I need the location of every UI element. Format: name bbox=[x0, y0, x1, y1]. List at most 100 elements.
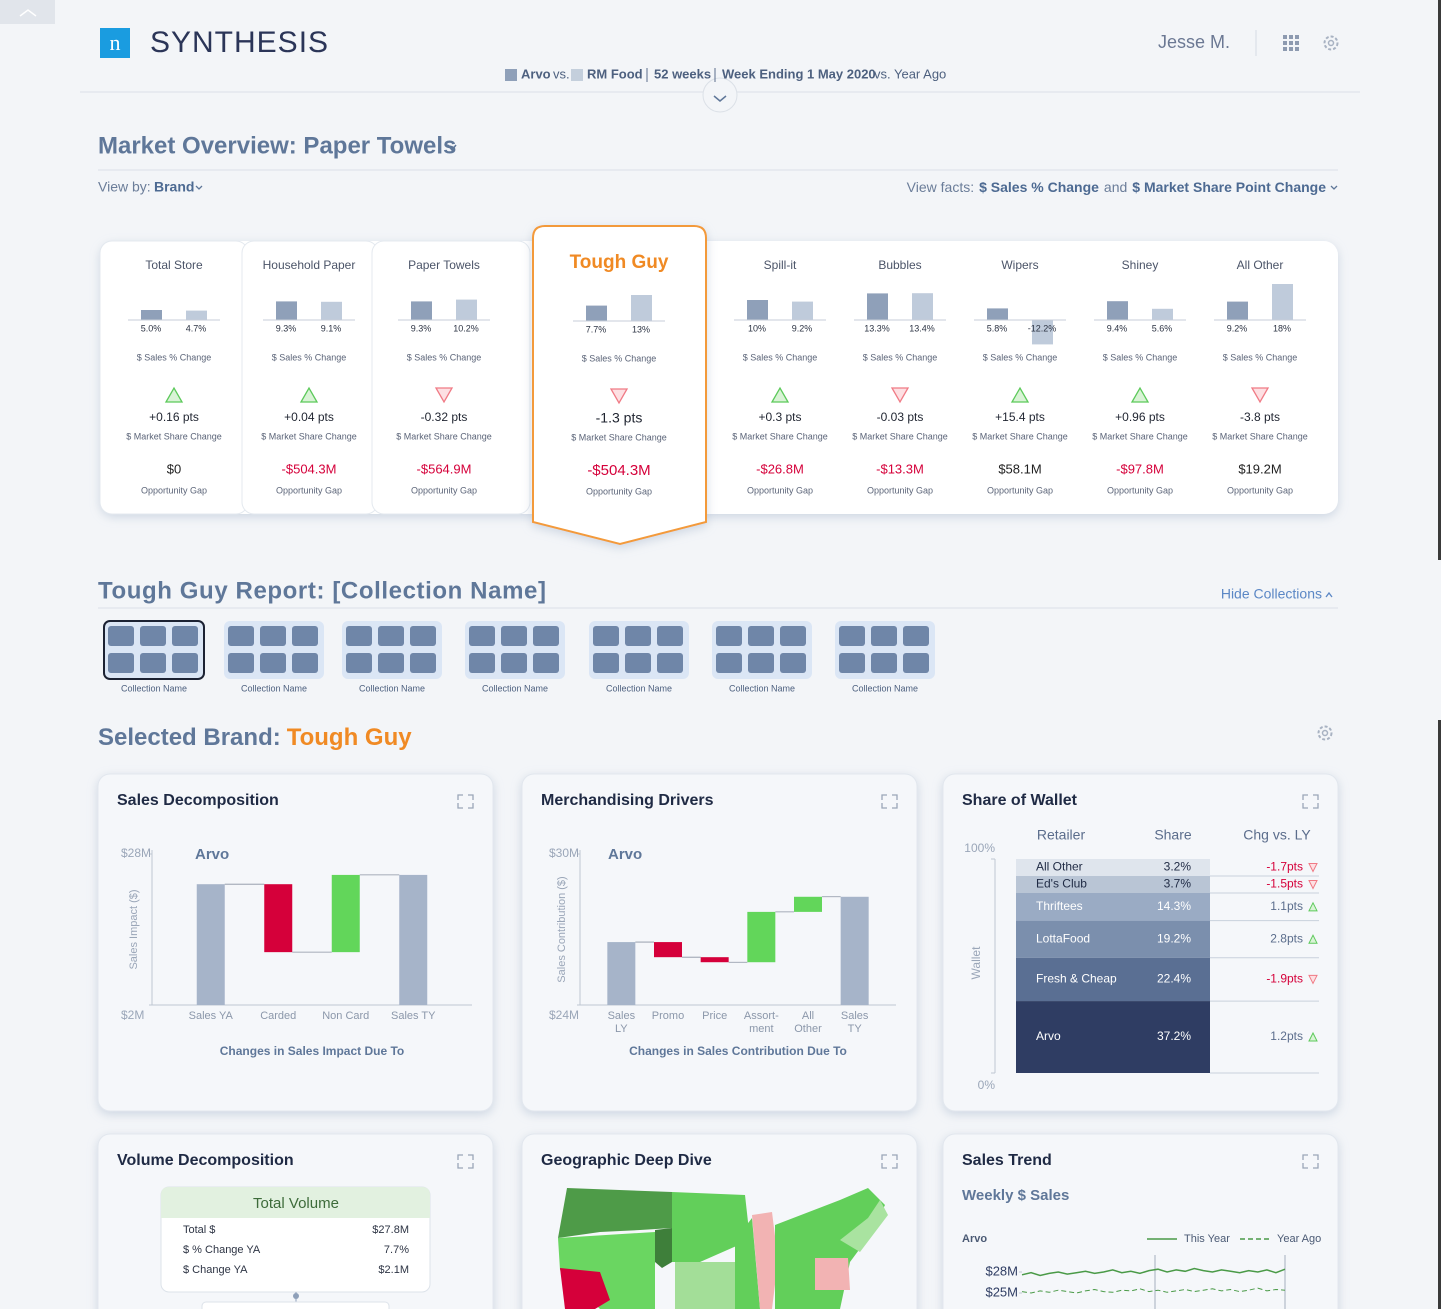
brand-card[interactable]: Paper Towels 9.3% 10.2% $ Sales % Change -0.… bbox=[396, 258, 492, 495]
brand-card[interactable]: Total Store 5.0% 4.7% $ Sales % Change +0.16… bbox=[126, 258, 222, 495]
apps-icon[interactable] bbox=[1283, 35, 1299, 51]
collapse-tab[interactable] bbox=[0, 0, 55, 24]
brand-card[interactable]: Household Paper 9.3% 9.1% $ Sales % Change +… bbox=[261, 258, 357, 495]
us-map[interactable] bbox=[558, 1188, 888, 1309]
x-tick-label-line: Price bbox=[702, 1010, 727, 1022]
mini-bar bbox=[456, 299, 477, 320]
chevron-icon[interactable] bbox=[447, 144, 457, 152]
collection-tile[interactable]: Collection Name bbox=[224, 621, 324, 693]
brand-card[interactable]: Shiney 9.4% 5.6% $ Sales % Change +0.96 pts $… bbox=[1092, 258, 1188, 495]
logo-letter: n bbox=[110, 30, 121, 55]
down-arrow bbox=[434, 387, 454, 404]
retailer-name: Fresh & Cheap bbox=[1036, 972, 1117, 986]
collection-tile[interactable]: Collection Name bbox=[712, 621, 812, 693]
mini-bar bbox=[1227, 301, 1248, 320]
caption: $ Sales % Change bbox=[407, 352, 482, 362]
mini-bar bbox=[586, 305, 607, 321]
series-label: Arvo bbox=[608, 846, 642, 863]
expand-icon[interactable] bbox=[457, 1154, 474, 1169]
settings-icon[interactable] bbox=[1317, 725, 1333, 741]
caption: Opportunity Gap bbox=[867, 485, 933, 495]
wallet-segment bbox=[1016, 876, 1210, 893]
collection-tile[interactable]: Collection Name bbox=[835, 621, 935, 693]
context-text: RM Food bbox=[587, 66, 643, 81]
up-arrow bbox=[1130, 386, 1150, 403]
mini-bar bbox=[867, 293, 888, 320]
x-tick-label: Sales TY bbox=[841, 1010, 869, 1035]
fact: $ Market Share Point Change bbox=[1132, 179, 1326, 195]
caption: $ Market Share Change bbox=[126, 431, 222, 441]
tile-thumb bbox=[780, 653, 806, 673]
kpi-label: Total $ bbox=[183, 1224, 215, 1236]
tile-thumb bbox=[593, 653, 619, 673]
change-value: -1.9pts bbox=[1266, 972, 1303, 986]
waterfall-bar bbox=[331, 874, 360, 953]
caption: $ Sales % Change bbox=[272, 352, 347, 362]
x-tick-label: All Other bbox=[794, 1010, 822, 1035]
mini-bar bbox=[631, 295, 652, 321]
trend-line bbox=[1021, 1267, 1286, 1277]
x-tick-label: Assort-ment bbox=[744, 1010, 779, 1035]
brand-card[interactable]: Wipers 5.8% -12.2% $ Sales % Change +15.4 pt… bbox=[972, 258, 1068, 495]
legend-label: Year Ago bbox=[1277, 1233, 1321, 1245]
up-arrow bbox=[1308, 934, 1318, 944]
y-tick-label: $24M bbox=[549, 1008, 579, 1022]
caption: Opportunity Gap bbox=[586, 486, 652, 496]
tile-thumb bbox=[871, 626, 897, 646]
expand-tab[interactable] bbox=[702, 77, 738, 113]
expand-icon[interactable] bbox=[1302, 794, 1319, 809]
collection-tile[interactable]: Collection Name bbox=[589, 621, 689, 693]
fact: $ Sales % Change bbox=[979, 179, 1099, 195]
series-label: Arvo bbox=[962, 1233, 987, 1245]
expand-icon[interactable] bbox=[881, 1154, 898, 1169]
collection-tile[interactable]: Collection Name bbox=[103, 620, 205, 693]
caption: $ Sales % Change bbox=[743, 352, 818, 362]
chevron-icon[interactable] bbox=[1330, 185, 1338, 190]
wallet-segment bbox=[1016, 920, 1210, 958]
mini-bar bbox=[1152, 308, 1173, 320]
column-header: Share bbox=[1154, 827, 1192, 843]
mini-bar bbox=[186, 310, 207, 320]
chevron-icon[interactable] bbox=[1325, 591, 1333, 598]
collection-tile[interactable]: Collection Name bbox=[342, 621, 442, 693]
down-arrow bbox=[1308, 880, 1318, 890]
share-value: 19.2% bbox=[1157, 931, 1191, 945]
brand-card[interactable]: Bubbles 13.3% 13.4% $ Sales % Change -0.03 p… bbox=[852, 258, 948, 495]
bar-label: 9.2% bbox=[1227, 323, 1248, 333]
kpi-value: $27.8M bbox=[372, 1224, 409, 1236]
tile-thumb bbox=[501, 626, 527, 646]
selected-card bbox=[532, 225, 707, 546]
y-axis-label: Sales Contribution ($) bbox=[556, 876, 568, 982]
opportunity-gap: $58.1M bbox=[998, 461, 1041, 476]
tile-thumb bbox=[533, 626, 559, 646]
bar-label: 10% bbox=[748, 323, 766, 333]
context-text: Week Ending 1 May 2020 bbox=[722, 66, 876, 81]
logo[interactable] bbox=[100, 28, 130, 58]
brand-card[interactable]: All Other 9.2% 18% $ Sales % Change -3.8 pts… bbox=[1212, 258, 1308, 495]
tile-thumb bbox=[292, 626, 318, 646]
card-name: All Other bbox=[1237, 258, 1284, 272]
chevron-icon bbox=[713, 95, 727, 102]
tile-thumb bbox=[748, 626, 774, 646]
legend-swatch bbox=[571, 69, 583, 81]
expand-icon[interactable] bbox=[1302, 1154, 1319, 1169]
tile-thumb bbox=[903, 653, 929, 673]
share-change: -0.32 pts bbox=[421, 410, 468, 424]
chevron-icon[interactable] bbox=[195, 185, 203, 190]
user-name[interactable]: Jesse M. bbox=[1158, 32, 1230, 52]
caption: Opportunity Gap bbox=[276, 485, 342, 495]
tile-thumb bbox=[625, 653, 651, 673]
brand-card[interactable]: Tough Guy 7.7% 13% $ Sales % Change -1.3 pts… bbox=[570, 252, 669, 496]
expand-icon[interactable] bbox=[457, 794, 474, 809]
brand-card[interactable]: Spill-it 10% 9.2% $ Sales % Change +0.3 pts $… bbox=[732, 258, 828, 495]
view-by-value[interactable]: Brand bbox=[154, 179, 194, 195]
caption: $ Sales % Change bbox=[582, 353, 657, 363]
expand-icon[interactable] bbox=[881, 794, 898, 809]
tile-thumb bbox=[657, 626, 683, 646]
settings-icon[interactable] bbox=[1323, 35, 1339, 51]
hide-collections[interactable]: Hide Collections bbox=[1221, 586, 1322, 602]
x-tick-label: Carded bbox=[260, 1010, 296, 1022]
collection-tile[interactable]: Collection Name bbox=[465, 621, 565, 693]
card-name: Shiney bbox=[1122, 258, 1159, 272]
